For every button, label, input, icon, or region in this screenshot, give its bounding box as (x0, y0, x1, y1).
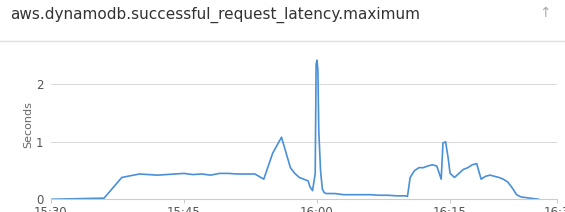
Y-axis label: Seconds: Seconds (23, 101, 33, 148)
Text: ↑: ↑ (539, 6, 551, 20)
Text: aws.dynamodb.successful_request_latency.maximum: aws.dynamodb.successful_request_latency.… (10, 6, 420, 22)
